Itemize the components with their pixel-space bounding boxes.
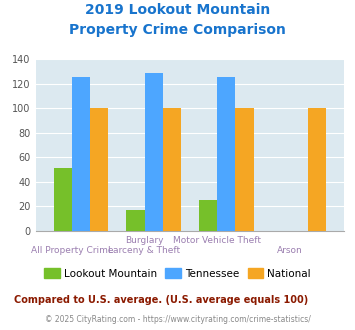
Text: © 2025 CityRating.com - https://www.cityrating.com/crime-statistics/: © 2025 CityRating.com - https://www.city… <box>45 315 310 324</box>
Text: Arson: Arson <box>277 246 303 255</box>
Bar <box>308 109 326 231</box>
Legend: Lookout Mountain, Tennessee, National: Lookout Mountain, Tennessee, National <box>40 264 315 283</box>
Text: Motor Vehicle Theft: Motor Vehicle Theft <box>173 236 261 245</box>
Bar <box>163 109 181 231</box>
Text: 2019 Lookout Mountain: 2019 Lookout Mountain <box>85 3 270 17</box>
Text: Compared to U.S. average. (U.S. average equals 100): Compared to U.S. average. (U.S. average … <box>14 295 308 305</box>
Bar <box>54 169 72 231</box>
Text: All Property Crime: All Property Crime <box>31 246 113 255</box>
Bar <box>199 200 217 231</box>
Text: Larceny & Theft: Larceny & Theft <box>108 246 181 255</box>
Text: Property Crime Comparison: Property Crime Comparison <box>69 23 286 37</box>
Text: Burglary: Burglary <box>125 236 164 245</box>
Bar <box>72 77 90 231</box>
Bar <box>144 73 163 231</box>
Bar <box>217 77 235 231</box>
Bar <box>126 210 144 231</box>
Bar <box>235 109 253 231</box>
Bar <box>90 109 108 231</box>
